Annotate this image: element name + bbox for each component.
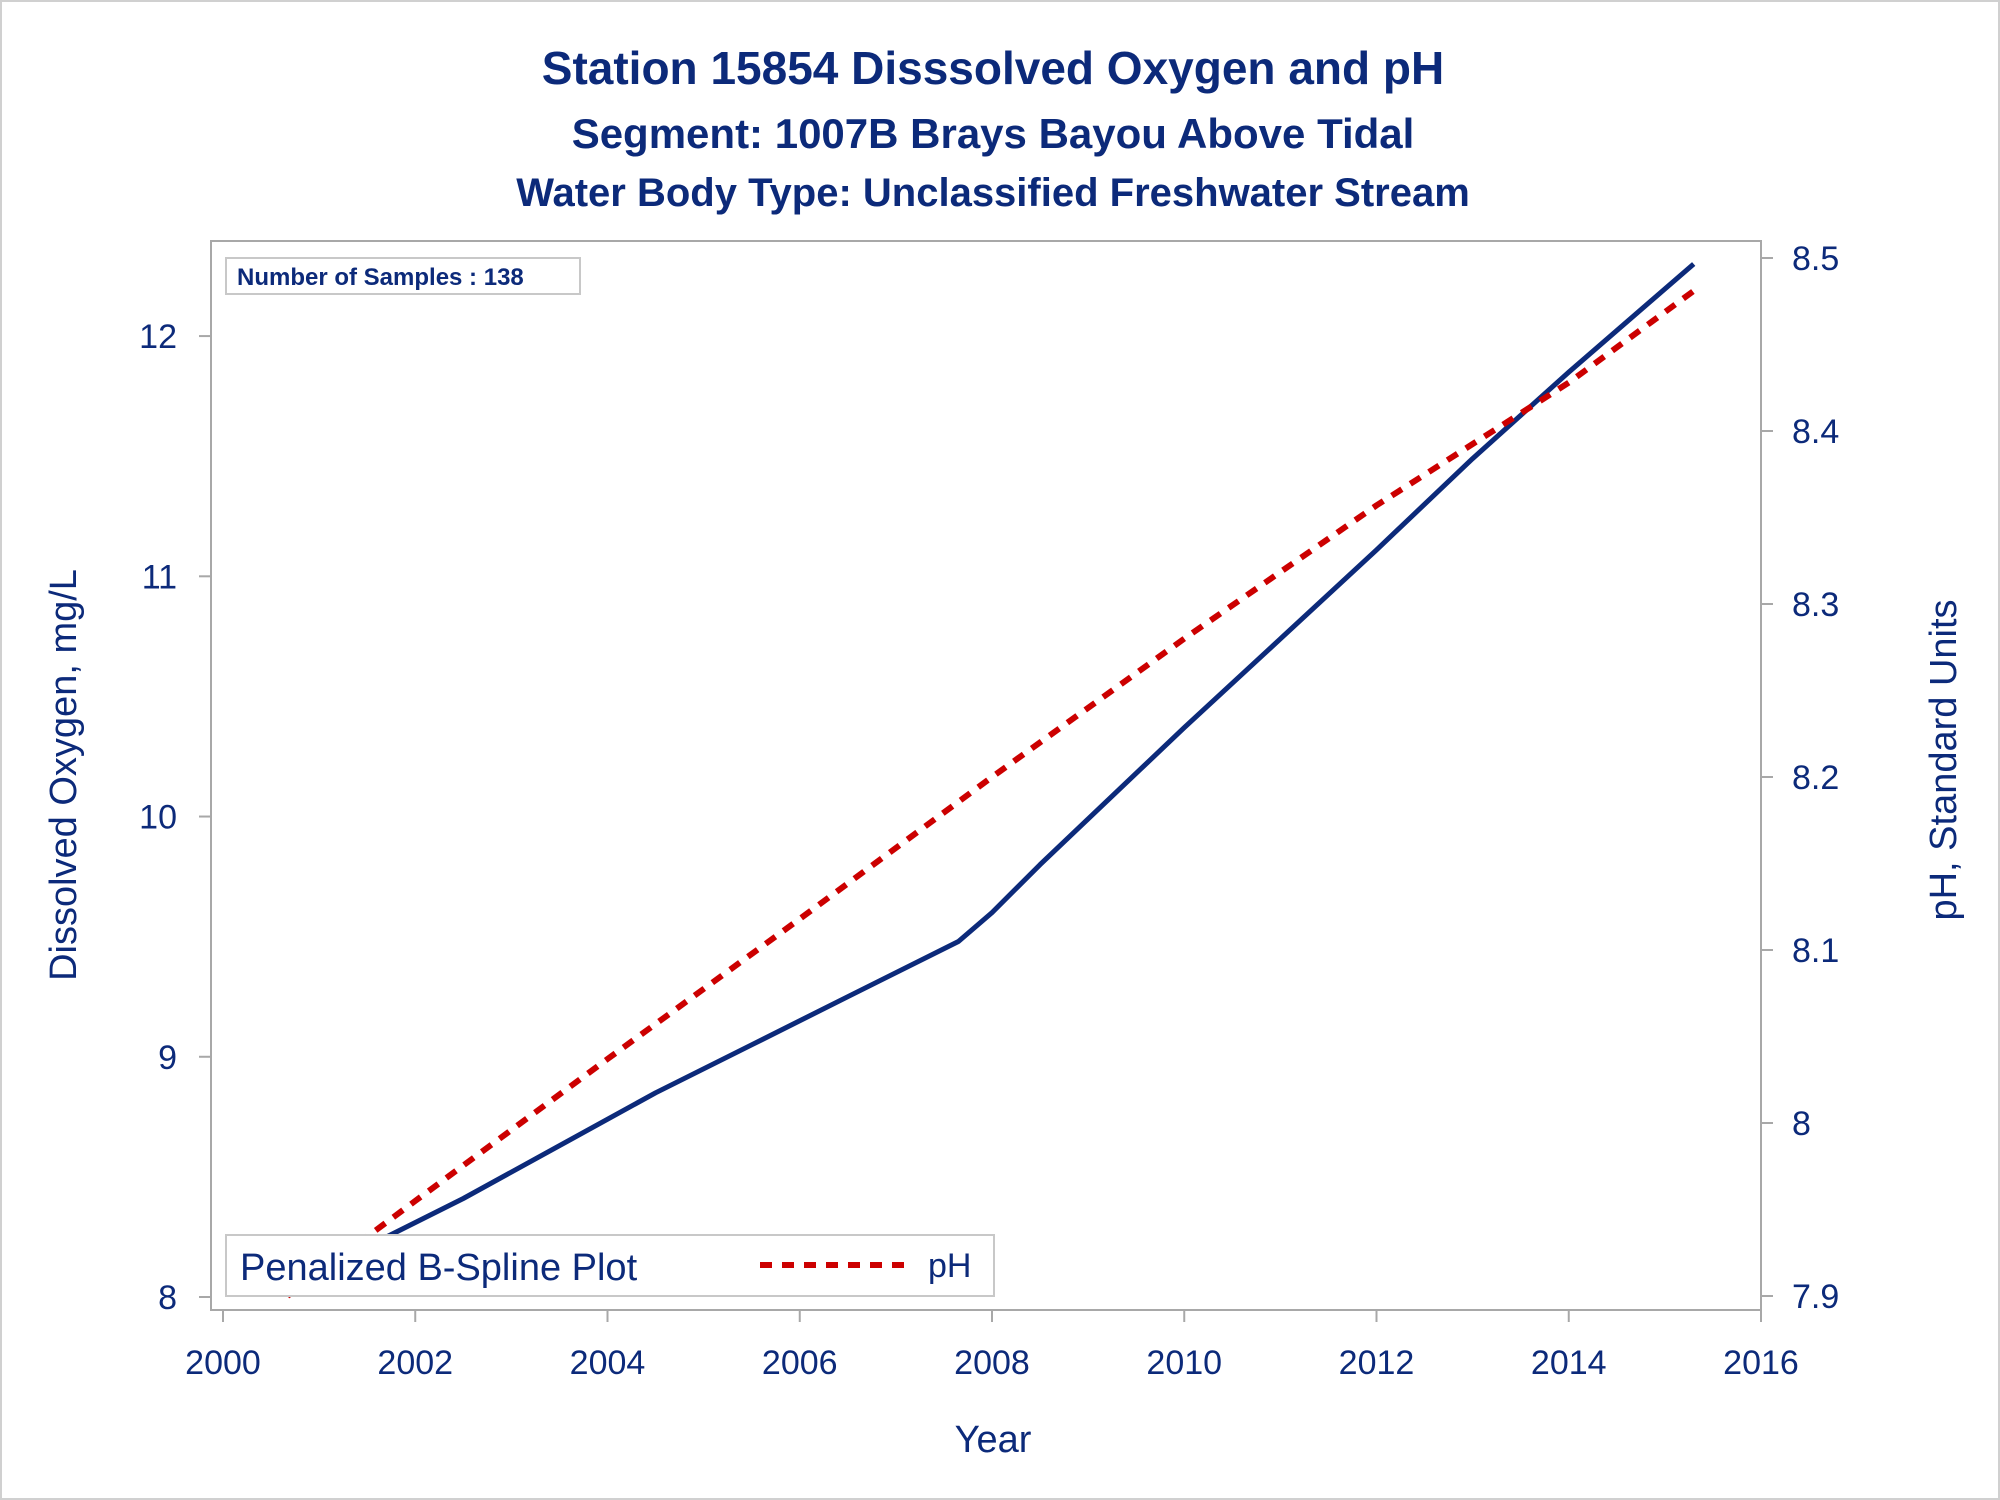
y-right-tick-label: 8.5 [1792,240,1839,278]
legend-title: Penalized B-Spline Plot [240,1247,638,1289]
x-axis-title: Year [955,1419,1032,1461]
y-right-tick-label: 8.3 [1792,586,1839,624]
y-left-tick-label: 11 [142,558,177,596]
series-layer [285,262,1696,1299]
y-right-tick-label: 8.4 [1792,413,1839,451]
x-tick-label: 2010 [1146,1344,1222,1382]
chart-subtitle-2: Water Body Type: Unclassified Freshwater… [516,171,1470,215]
y-left-tick-label: 9 [158,1039,177,1077]
x-tick-label: 2002 [377,1344,453,1382]
plot-area [210,240,1762,1311]
sample-count-box [225,257,581,295]
y-right-tick-label: 8 [1792,1105,1811,1143]
x-tick-label: 2012 [1339,1344,1415,1382]
legend-box [225,1234,995,1297]
y-right-tick-label: 8.1 [1792,932,1839,970]
y-left-tick-label: 12 [139,318,177,356]
y-right-tick-label: 7.9 [1792,1278,1839,1316]
chart-subtitle: Segment: 1007B Brays Bayou Above Tidal [572,110,1415,157]
y-axis-left-title: Dissolved Oxygen, mg/L [43,569,85,981]
x-tick-label: 2000 [185,1344,261,1382]
series-line-ph [285,288,1696,1299]
x-tick-label: 2004 [570,1344,646,1382]
legend-label-ph: pH [928,1247,971,1285]
y-left-tick-label: 8 [158,1279,177,1317]
chart-title: Station 15854 Disssolved Oxygen and pH [542,42,1444,94]
series-line-dissolved-oxygen [286,262,1696,1290]
y-right-tick-label: 8.2 [1792,759,1839,797]
y-axis-right-title: pH, Standard Units [1923,599,1965,920]
x-tick-label: 2016 [1723,1344,1799,1382]
sample-count-label: Number of Samples : 138 [237,264,524,291]
x-tick-label: 2006 [762,1344,838,1382]
x-tick-label: 2014 [1531,1344,1607,1382]
x-tick-label: 2008 [954,1344,1030,1382]
y-left-tick-label: 10 [139,799,177,837]
axes: 2000 2002 2004 2006 2008 2010 2012 2014 2016 8 9 10… [139,240,1839,1382]
